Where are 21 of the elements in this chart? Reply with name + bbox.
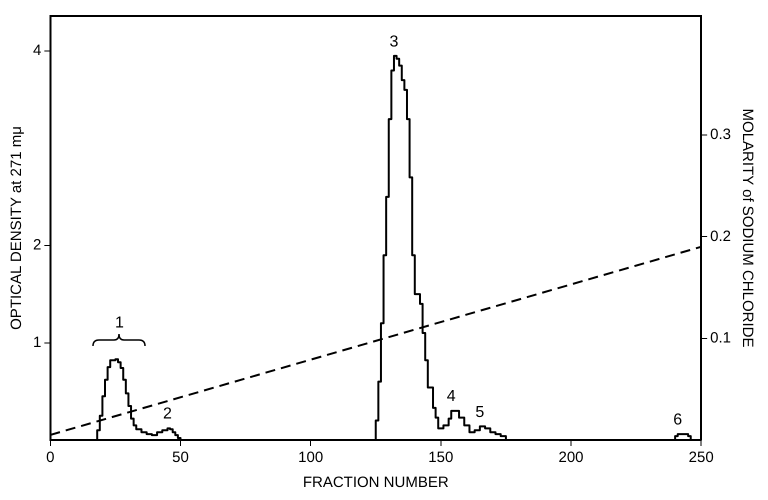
x-tick-label: 200 — [558, 449, 584, 466]
x-tick-label: 250 — [688, 449, 714, 466]
y2-axis-title: MOLARITY of SODIUM CHLORIDE — [738, 108, 756, 348]
y2-tick-label: 0.3 — [710, 126, 732, 144]
annotation: 4 — [446, 388, 456, 406]
y2-tick-label: 0.2 — [710, 228, 732, 245]
y2-tick-label: 0.1 — [710, 329, 732, 346]
y-axis-title: OPTICAL DENSITY at 271 mμ — [8, 126, 26, 330]
annotation: 5 — [475, 404, 484, 421]
x-tick-label: 150 — [428, 449, 454, 466]
annotation: 3 — [390, 33, 399, 50]
annotation: 6 — [673, 412, 682, 429]
x-tick-label: 100 — [298, 449, 324, 466]
y-tick-label: 4 — [33, 42, 42, 60]
x-tick-label: 50 — [172, 449, 189, 466]
x-tick-label: 0 — [46, 449, 55, 466]
annotation: 2 — [163, 406, 172, 423]
x-axis-title: FRACTION NUMBER — [302, 474, 449, 492]
annotation: 1 — [114, 314, 124, 332]
y-tick-label: 2 — [33, 236, 42, 254]
y-tick-label: 1 — [33, 334, 42, 351]
